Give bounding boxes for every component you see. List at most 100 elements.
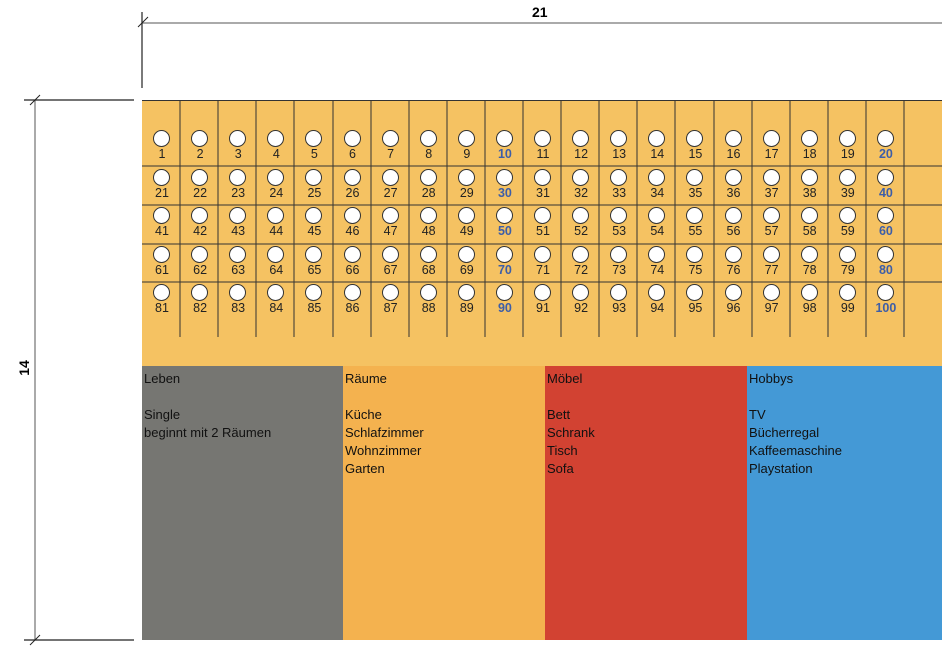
peg-hole [838, 284, 856, 301]
track-space: 100 [867, 283, 905, 321]
peg-hole [762, 130, 780, 147]
track-space: 7 [372, 129, 410, 167]
number-track: 1 2 3 4 5 6 7 8 9 10 11 12 13 14 15 16 17 18 19 20 21 22 23 24 2… [142, 100, 942, 366]
peg-hole [838, 168, 856, 186]
track-space-number: 64 [269, 262, 284, 277]
card-raeume: Räume Küche Schlafzimmer Wohnzimmer Gart… [343, 366, 545, 640]
peg-hole [267, 168, 285, 186]
peg-hole [153, 245, 170, 263]
peg-hole [191, 284, 209, 301]
track-space: 49 [448, 206, 486, 244]
card-leben-item: Single [144, 407, 181, 422]
track-space-number: 84 [269, 301, 284, 315]
peg-hole [153, 207, 170, 224]
card-raeume-title: Räume [345, 371, 387, 386]
track-space: 99 [829, 283, 867, 321]
track-space-number: 11 [536, 147, 550, 161]
peg-hole [305, 207, 323, 224]
track-space-number: 37 [764, 185, 779, 200]
peg-hole [572, 284, 590, 301]
track-space: 74 [638, 245, 676, 283]
peg-hole [838, 207, 856, 224]
track-space-number: 35 [688, 185, 703, 200]
track-space: 46 [334, 206, 372, 244]
track-space: 48 [410, 206, 448, 244]
track-space: 69 [448, 245, 486, 283]
track-space: 54 [638, 206, 676, 244]
track-space: 10 [486, 129, 524, 167]
track-space: 95 [676, 283, 714, 321]
height-dimension-label: 14 [15, 360, 32, 376]
peg-hole [419, 130, 437, 147]
peg-hole [800, 284, 818, 301]
track-space-number: 60 [878, 224, 893, 238]
track-space-number: 97 [764, 301, 779, 315]
track-space-number: 52 [574, 224, 589, 238]
card-hobbys-title: Hobbys [749, 371, 794, 386]
track-space: 84 [257, 283, 295, 321]
track-space-number: 63 [231, 262, 246, 277]
track-space-number: 72 [574, 262, 589, 277]
track-space-number: 59 [840, 224, 855, 238]
track-space: 3 [219, 129, 257, 167]
peg-hole [686, 207, 704, 224]
peg-hole [534, 130, 551, 147]
track-space: 12 [562, 129, 600, 167]
peg-hole [648, 168, 666, 186]
track-space-number: 40 [878, 185, 893, 200]
track-space-number: 3 [234, 147, 242, 161]
track-space-number: 9 [463, 147, 471, 161]
peg-hole [800, 245, 818, 263]
track-space: 77 [753, 245, 791, 283]
width-dimension-label: 21 [532, 4, 548, 20]
peg-hole [724, 130, 742, 147]
track-space-number: 94 [650, 301, 665, 315]
card-leben-item: beginnt mit 2 Räumen [144, 425, 272, 440]
track-space-number: 43 [231, 224, 246, 238]
track-space: 38 [791, 168, 829, 206]
peg-hole [495, 284, 513, 301]
peg-hole [534, 245, 551, 263]
track-space: 66 [334, 245, 372, 283]
track-space: 57 [753, 206, 791, 244]
track-space: 52 [562, 206, 600, 244]
track-space: 98 [791, 283, 829, 321]
track-space: 24 [257, 168, 295, 206]
track-space: 4 [257, 129, 295, 167]
track-space-number: 44 [269, 224, 284, 238]
track-space-number: 33 [612, 185, 627, 200]
track-space-number: 10 [497, 147, 512, 161]
track-space: 94 [638, 283, 676, 321]
peg-hole [191, 245, 209, 263]
peg-hole [838, 130, 856, 147]
track-space-number: 27 [383, 185, 398, 200]
peg-hole [267, 130, 285, 147]
peg-hole [686, 245, 704, 263]
peg-hole [876, 130, 894, 147]
peg-hole [495, 207, 513, 224]
card-hobbys: Hobbys TV Bücherregal Kaffeemaschine Pla… [747, 366, 942, 640]
peg-hole [686, 168, 704, 186]
peg-hole [343, 207, 361, 224]
peg-hole [495, 245, 513, 263]
track-space: 19 [829, 129, 867, 167]
peg-hole [534, 284, 551, 301]
peg-hole [572, 130, 590, 147]
track-space: 42 [181, 206, 219, 244]
peg-hole [229, 130, 247, 147]
track-space: 76 [715, 245, 753, 283]
track-space-number: 86 [345, 301, 360, 315]
track-space-number: 45 [307, 224, 322, 238]
peg-hole [153, 284, 170, 301]
peg-hole [419, 245, 437, 263]
peg-hole [229, 207, 247, 224]
track-space-number: 65 [307, 262, 322, 277]
game-board: 1 2 3 4 5 6 7 8 9 10 11 12 13 14 15 16 17 18 19 20 21 22 23 24 2… [142, 100, 942, 640]
peg-hole [762, 168, 780, 186]
track-space-number: 49 [459, 224, 474, 238]
peg-hole [305, 168, 323, 186]
track-space: 90 [486, 283, 524, 321]
peg-hole [229, 284, 247, 301]
track-space-number: 96 [726, 301, 741, 315]
track-space: 27 [372, 168, 410, 206]
